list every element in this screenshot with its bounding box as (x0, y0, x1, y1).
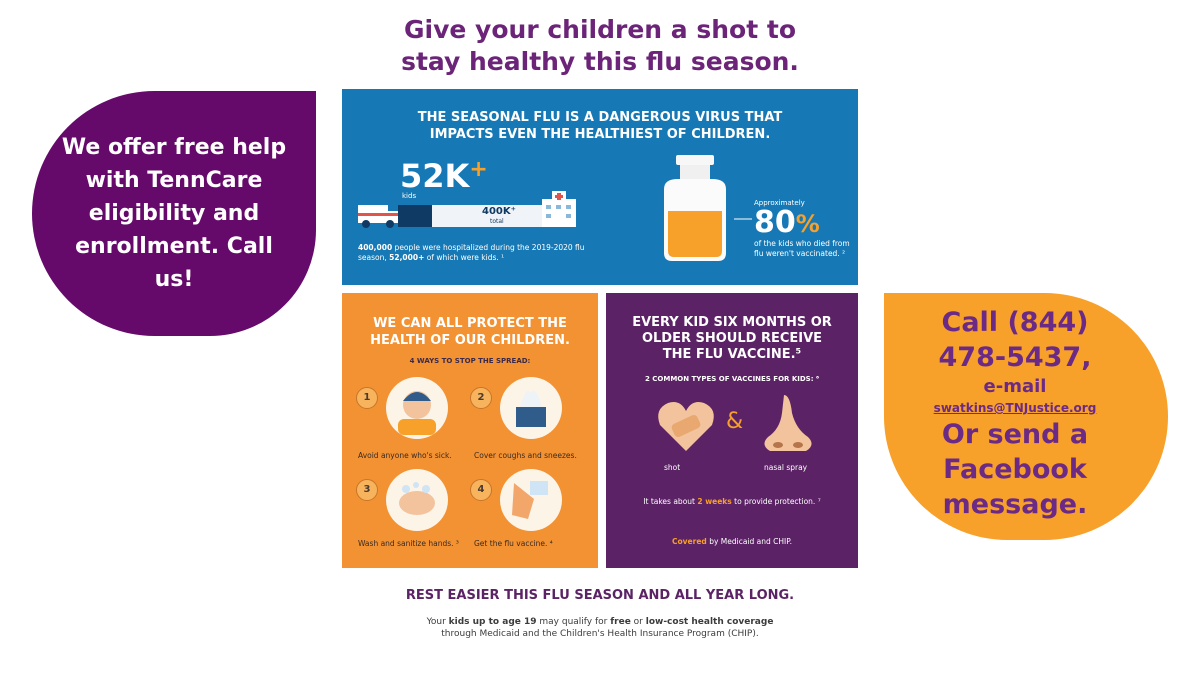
nose-icon (764, 395, 812, 451)
percent-sign: % (795, 210, 820, 238)
headline-line1: Give your children a shot to (404, 15, 796, 44)
step-number: 4 (470, 479, 492, 501)
phone-line2[interactable]: 478-5437, (938, 342, 1092, 373)
tenncare-help-text: We offer free help with TennCare eligibi… (61, 135, 287, 292)
nasal-spray-label: nasal spray (764, 463, 808, 472)
send-line2: Facebook (943, 454, 1087, 485)
send-line3: message. (942, 489, 1088, 520)
rest-body-pre: Your (426, 617, 449, 627)
vaccine-types-subtitle: 2 COMMON TYPES OF VACCINES FOR KIDS: ⁶ (644, 375, 820, 383)
flu-danger-title-line2: IMPACTS EVEN THE HEALTHIEST OF CHILDREN. (429, 127, 771, 142)
rest-body-mid1: may qualify for (536, 617, 611, 627)
hospitalization-description: 400,000 people were hospitalized during … (358, 243, 598, 263)
bandage-heart-icon (658, 402, 714, 451)
arm-bandage-icon (500, 469, 562, 531)
rest-body-bold2: free (610, 617, 631, 627)
percent-value: 80 (754, 205, 796, 240)
protection-time-text: It takes about 2 weeks to provide protec… (616, 497, 848, 506)
flu-danger-panel: THE SEASONAL FLU IS A DANGEROUS VIRUS TH… (342, 89, 858, 285)
shot-label: shot (664, 463, 681, 472)
vaccine-recommendation-panel: EVERY KID SIX MONTHS OR OLDER SHOULD REC… (606, 293, 858, 568)
approx-label: Approximately (754, 199, 805, 207)
rest-body-bold1: kids up to age 19 (448, 617, 537, 627)
pointer-line-icon (734, 218, 752, 220)
hosp-bold-2: 52,000+ (389, 253, 425, 262)
takes-post: to provide protection. ⁷ (731, 497, 821, 506)
kids-stat-value: 52K (400, 157, 470, 195)
rest-body-bold3: low-cost health coverage (645, 617, 774, 627)
total-label: total (490, 218, 504, 225)
kids-label: kids (402, 192, 417, 200)
headline: Give your children a shot to stay health… (340, 14, 860, 78)
hosp-bold-1: 400,000 (358, 243, 393, 252)
takes-pre: It takes about (643, 497, 698, 506)
total-bar (432, 205, 558, 227)
rest-body-line2: through Medicaid and the Children's Heal… (441, 629, 759, 638)
kids-stat-plus: + (469, 157, 488, 182)
total-stat: 400K⁺ (482, 206, 516, 217)
vaccine-title: EVERY KID SIX MONTHS OR OLDER SHOULD REC… (616, 315, 848, 363)
contact-text: Call (844) 478-5437, e-mail swatkins@TNJ… (884, 305, 1146, 522)
vaccine-title-line3: THE FLU VACCINE.⁵ (662, 347, 802, 362)
step-caption: Avoid anyone who's sick. (358, 451, 452, 460)
tissue-box-icon (500, 377, 562, 439)
flu-danger-title-line1: THE SEASONAL FLU IS A DANGEROUS VIRUS TH… (417, 110, 783, 125)
hosp-mid: people were hospitalized during the 2019… (358, 243, 585, 262)
headline-line2: stay healthy this flu season. (401, 47, 799, 76)
rest-easier-body: Your kids up to age 19 may qualify for f… (372, 616, 828, 638)
step-caption: Cover coughs and sneezes. (474, 451, 577, 460)
step-number: 1 (356, 387, 378, 409)
kids-bar (398, 205, 432, 227)
step-caption: Wash and sanitize hands. ³ (358, 539, 459, 548)
hosp-end: of which were kids. ¹ (424, 253, 505, 262)
ways-subtitle: 4 WAYS TO STOP THE SPREAD: (409, 357, 531, 365)
tenncare-help-bubble: We offer free help with TennCare eligibi… (32, 91, 316, 336)
hospital-icon (542, 191, 576, 227)
rest-body-mid2: or (630, 617, 646, 627)
coverage-text: Covered by Medicaid and CHIP. (616, 537, 848, 546)
email-link[interactable]: swatkins@TNJustice.org (933, 401, 1097, 415)
unvaccinated-description: of the kids who died from flu weren't va… (754, 239, 850, 258)
ampersand: & (726, 409, 744, 434)
step-caption: Get the flu vaccine. ⁴ (474, 539, 553, 548)
flu-danger-title: THE SEASONAL FLU IS A DANGEROUS VIRUS TH… (382, 109, 818, 143)
vaccine-title-line1: EVERY KID SIX MONTHS OR (632, 315, 832, 330)
covered-bold: Covered (672, 537, 707, 546)
protect-children-panel: WE CAN ALL PROTECT THE HEALTH OF OUR CHI… (342, 293, 598, 568)
step-number: 3 (356, 479, 378, 501)
vaccine-bottle-icon (664, 155, 726, 261)
rest-easier-title: REST EASIER THIS FLU SEASON AND ALL YEAR… (405, 588, 795, 603)
contact-bubble: Call (844) 478-5437, e-mail swatkins@TNJ… (884, 293, 1168, 540)
hand-washing-icon (386, 469, 448, 531)
sick-person-icon (386, 377, 448, 439)
covered-rest: by Medicaid and CHIP. (706, 537, 792, 546)
vaccine-title-line2: OLDER SHOULD RECEIVE (641, 331, 823, 346)
protect-title: WE CAN ALL PROTECT THE HEALTH OF OUR CHI… (352, 315, 588, 349)
phone-line1: Call (844) (941, 307, 1089, 338)
step-number: 2 (470, 387, 492, 409)
protect-title-line2: HEALTH OF OUR CHILDREN. (370, 333, 570, 348)
email-label: e-mail (983, 376, 1047, 397)
percent-stat: 80% (754, 205, 820, 240)
ambulance-icon (358, 205, 398, 228)
takes-bold: 2 weeks (697, 497, 732, 506)
send-line1: Or send a (941, 419, 1089, 450)
protect-title-line1: WE CAN ALL PROTECT THE (373, 316, 567, 331)
kids-stat: 52K+ (400, 157, 488, 195)
